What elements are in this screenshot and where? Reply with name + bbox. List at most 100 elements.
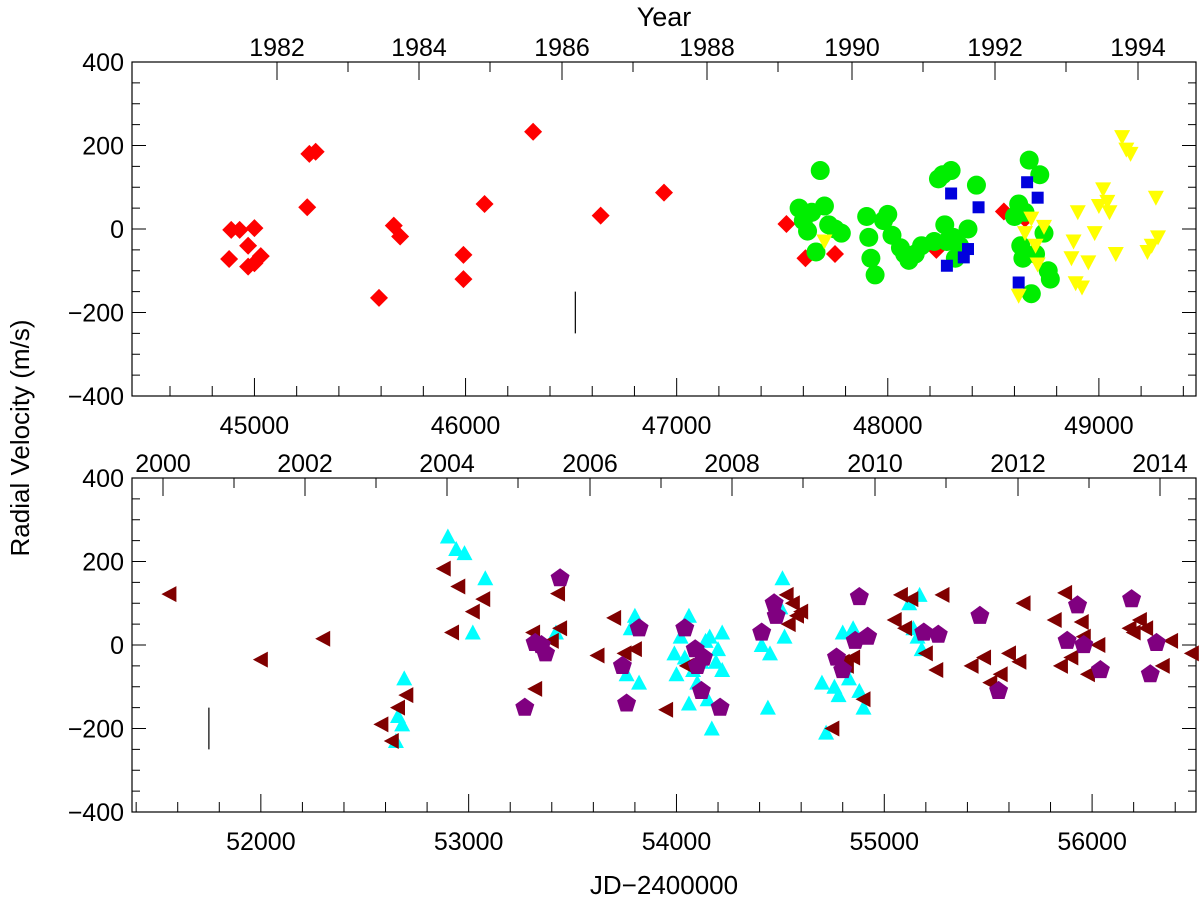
data-point	[675, 618, 695, 637]
data-point	[1011, 653, 1027, 670]
data-point	[1036, 219, 1052, 235]
data-point	[315, 630, 331, 647]
x-tick-label: 52000	[226, 828, 296, 856]
data-point	[1067, 276, 1084, 292]
data-point	[1090, 637, 1106, 653]
data-point	[840, 670, 857, 686]
data-point	[655, 183, 673, 202]
data-point	[220, 250, 239, 269]
data-point	[1154, 657, 1170, 674]
data-point	[589, 647, 605, 664]
data-point	[903, 591, 919, 608]
data-point	[230, 220, 249, 239]
data-point	[1114, 130, 1131, 146]
panel-bottom: −400 −200 0 200 400 52000 53000 54000 55000 56000…	[68, 450, 1199, 856]
data-point	[668, 666, 685, 682]
data-point	[527, 680, 543, 697]
data-point	[958, 219, 978, 239]
series-square	[940, 176, 1044, 289]
data-point	[774, 570, 791, 586]
data-point	[691, 680, 711, 699]
year-tick-label: 2004	[419, 450, 475, 478]
data-point	[444, 624, 460, 641]
data-point	[1080, 255, 1097, 271]
data-point	[245, 219, 264, 238]
data-point	[161, 586, 177, 603]
data-point	[1021, 176, 1034, 189]
data-point	[778, 586, 794, 603]
data-point	[1019, 150, 1039, 170]
data-point	[1069, 205, 1086, 221]
data-point	[972, 201, 985, 214]
series-diamond	[220, 122, 1034, 307]
data-point	[793, 603, 809, 620]
plot-frame	[131, 477, 1197, 813]
data-point	[658, 701, 674, 718]
data-point	[1163, 632, 1179, 649]
year-tick-label: 1994	[1110, 34, 1166, 62]
panels-group: −400 −200 0 200 400 45000 46000 47000 48000 49000…	[68, 34, 1199, 856]
data-point	[694, 647, 713, 666]
data-point	[1023, 211, 1040, 227]
data-point	[1122, 146, 1139, 162]
data-point	[1090, 660, 1110, 679]
data-point	[435, 560, 451, 577]
data-point	[963, 657, 979, 674]
data-point	[1074, 635, 1094, 654]
series-triangle-left	[161, 560, 1199, 750]
data-point	[917, 645, 933, 662]
data-point	[464, 603, 480, 620]
data-point	[475, 194, 494, 213]
data-point	[454, 270, 473, 289]
data-point	[1140, 664, 1160, 683]
year-tick-label: 1992	[967, 34, 1023, 62]
data-point	[766, 605, 786, 624]
data-point	[524, 122, 543, 141]
data-point	[456, 545, 473, 561]
data-point	[859, 227, 879, 247]
data-point	[934, 586, 950, 603]
data-point	[1063, 649, 1079, 666]
data-point	[776, 628, 793, 644]
data-point	[448, 540, 465, 556]
data-point	[398, 687, 414, 704]
data-point	[1183, 645, 1199, 662]
data-point	[383, 733, 399, 750]
data-point	[865, 265, 885, 285]
data-point	[849, 587, 869, 606]
data-point	[1052, 657, 1068, 674]
data-point	[759, 699, 776, 715]
data-point	[439, 528, 456, 544]
data-point	[858, 626, 878, 645]
data-point	[391, 227, 410, 246]
data-point	[1125, 624, 1141, 641]
data-point	[861, 248, 881, 268]
data-point	[1101, 205, 1118, 221]
data-point	[547, 624, 564, 640]
data-point	[617, 693, 637, 712]
data-point	[818, 724, 835, 740]
data-point	[370, 288, 388, 307]
data-point	[940, 259, 953, 272]
data-point	[543, 632, 559, 649]
data-point	[1057, 630, 1077, 649]
data-point	[373, 716, 389, 733]
data-point	[914, 622, 934, 641]
data-point	[1027, 238, 1044, 254]
series-triangle-down	[816, 130, 1166, 304]
data-point	[536, 643, 556, 662]
data-point	[454, 245, 473, 264]
data-point	[813, 674, 830, 690]
data-point	[394, 716, 411, 732]
data-point	[1057, 584, 1073, 601]
year-tick-label: 1984	[391, 34, 447, 62]
data-point	[626, 641, 642, 658]
data-point	[475, 591, 491, 608]
data-point	[714, 662, 731, 678]
data-point	[666, 645, 683, 661]
data-point	[306, 142, 325, 161]
data-point	[1029, 257, 1046, 273]
data-point	[396, 670, 413, 686]
x-tick-label: 54000	[642, 828, 712, 856]
data-point	[941, 161, 961, 181]
